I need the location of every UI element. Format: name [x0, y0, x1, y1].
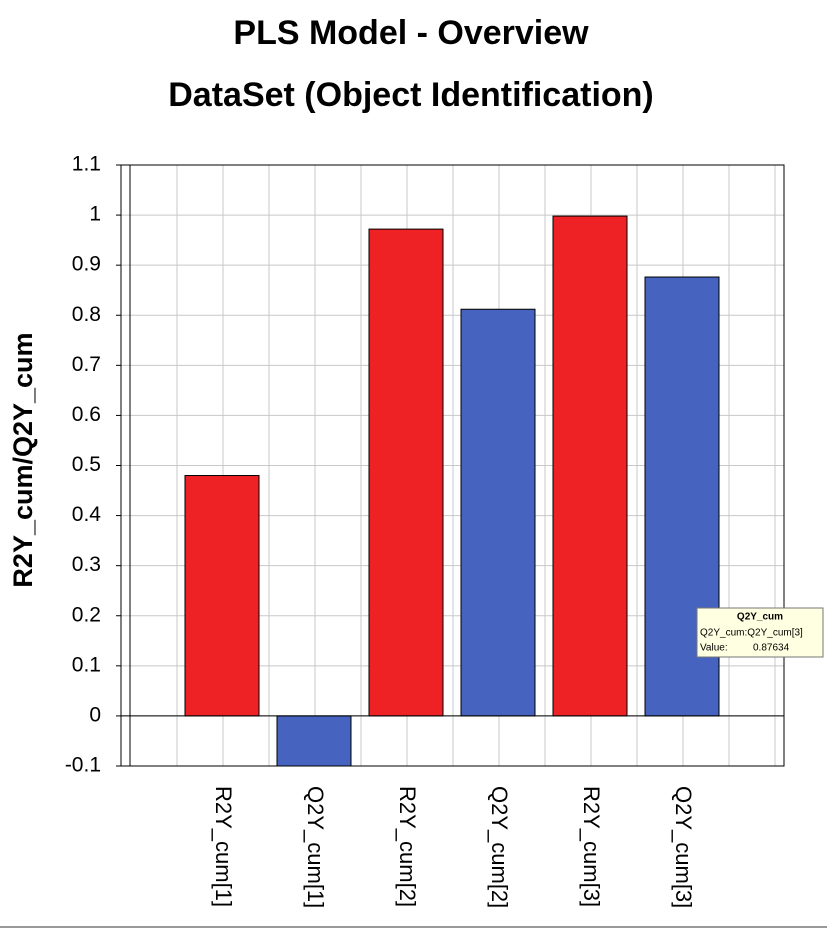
- y-tick-label: 0.2: [72, 603, 101, 626]
- x-tick-label: R2Y_cum[1]: [211, 786, 236, 907]
- chart-title: PLS Model - Overview: [233, 14, 589, 52]
- x-tick-label: R2Y_cum[2]: [395, 786, 420, 907]
- bar: [184, 475, 260, 717]
- y-tick-label: 0.8: [72, 303, 101, 326]
- x-tick-label: Q2Y_cum[1]: [303, 786, 328, 908]
- tooltip-value: 0.87634: [753, 643, 790, 654]
- y-axis-label: R2Y_cum/Q2Y_cum: [8, 332, 38, 587]
- plot-area: -0.1 0 0.1 0.2 0.3 0.4 0.5 0.6 0.7 0.8 0.9 1 1.1 R2Y_…: [65, 153, 824, 908]
- y-tick-label: 0: [89, 703, 101, 726]
- x-tick-label: Q2Y_cum[3]: [671, 786, 696, 908]
- x-tick-label: Q2Y_cum[2]: [487, 786, 512, 908]
- tooltip-label: Q2Y_cum:Q2Y_cum[3]: [700, 628, 803, 639]
- bar: [276, 715, 352, 767]
- y-tick-label: 1: [89, 203, 101, 226]
- y-tick-label: 0.9: [72, 253, 101, 276]
- chart-subtitle: DataSet (Object Identification): [168, 76, 654, 114]
- bar: [368, 228, 444, 717]
- y-tick-label: 0.4: [72, 503, 102, 526]
- plot-frame: [120, 164, 785, 767]
- y-tick-label: -0.1: [65, 754, 101, 777]
- y-tick-label: 0.5: [72, 453, 101, 476]
- y-tick-label: 0.1: [72, 653, 101, 676]
- y-tick-label: 0.7: [72, 353, 101, 376]
- tooltip: Q2Y_cum Q2Y_cum:Q2Y_cum[3] Value: 0.87634: [696, 607, 824, 658]
- y-tick-label: 1.1: [72, 153, 101, 176]
- y-tick-label: 0.3: [72, 553, 101, 576]
- tooltip-value-label: Value:: [700, 643, 728, 654]
- bar: [552, 215, 628, 717]
- tooltip-title: Q2Y_cum: [737, 612, 783, 623]
- x-tick-label: R2Y_cum[3]: [579, 786, 604, 907]
- bar: [460, 308, 536, 717]
- y-tick-label: 0.6: [72, 403, 101, 426]
- tooltip-box: [696, 607, 824, 658]
